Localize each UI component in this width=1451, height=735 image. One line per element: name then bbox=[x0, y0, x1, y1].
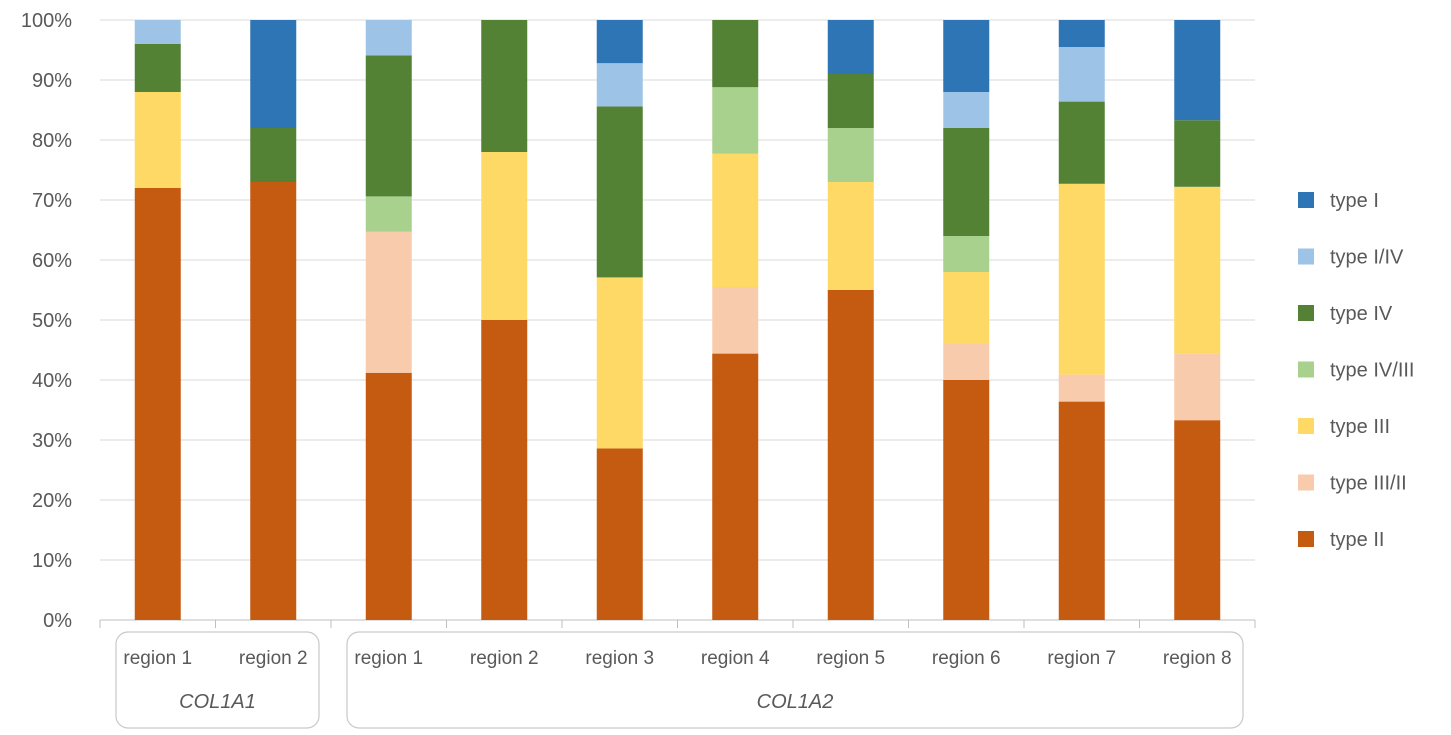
bar-segment-type-iii-ii bbox=[1058, 374, 1105, 402]
x-category-label: region 2 bbox=[470, 648, 539, 669]
bar-segment-type-i-iv bbox=[1058, 47, 1105, 102]
x-category-label: region 4 bbox=[701, 648, 770, 669]
bar-segment-type-ii bbox=[365, 372, 412, 620]
x-category-label: region 3 bbox=[585, 648, 654, 669]
legend-swatch bbox=[1298, 474, 1314, 491]
legend: type I type I/IV type IV type IV/III type II… bbox=[1298, 190, 1414, 551]
bar-segment-type-iv-iii bbox=[365, 196, 412, 232]
bar-segment-type-iv bbox=[1058, 101, 1105, 184]
legend-swatch bbox=[1298, 305, 1314, 321]
bar-segment-type-iii bbox=[827, 182, 874, 290]
y-tick-label: 100% bbox=[21, 10, 72, 32]
bar-segment-type-iv bbox=[134, 44, 181, 92]
legend-swatch bbox=[1298, 192, 1314, 208]
bar-segment-type-iv bbox=[1174, 120, 1221, 187]
y-axis-tick-labels: 0% 10% 20% 30% 40% 50% 60% 70% 80% 90% 100% bbox=[21, 10, 72, 632]
bar-segment-type-ii bbox=[712, 353, 759, 620]
bar-segment-type-ii bbox=[1058, 401, 1105, 620]
legend-label: type III bbox=[1330, 416, 1390, 438]
x-category-label: region 1 bbox=[354, 648, 423, 669]
legend-label: type IV bbox=[1330, 303, 1393, 325]
y-tick-label: 20% bbox=[32, 490, 72, 512]
bar-segment-type-iv bbox=[481, 20, 528, 152]
y-tick-label: 30% bbox=[32, 430, 72, 452]
legend-label: type I/IV bbox=[1330, 247, 1404, 269]
bar-segment-type-iii-ii bbox=[365, 231, 412, 373]
x-axis: region 1 region 2 region 1 region 2 region 3… bbox=[99, 620, 1256, 729]
bar-segment-type-iii-ii bbox=[1174, 353, 1221, 421]
bar-segment-type-i bbox=[827, 20, 874, 74]
bar-segment-type-ii bbox=[943, 380, 990, 620]
bars bbox=[134, 20, 1221, 620]
bar-segment-type-i bbox=[943, 20, 990, 92]
bar-segment-type-iii bbox=[1174, 186, 1221, 354]
y-tick-label: 70% bbox=[32, 190, 72, 212]
bar-segment-type-iv bbox=[712, 20, 759, 88]
y-tick-label: 80% bbox=[32, 130, 72, 152]
y-tick-label: 50% bbox=[32, 310, 72, 332]
bar-segment-type-i-iv bbox=[596, 63, 643, 107]
bar-segment-type-iv-iii bbox=[712, 87, 759, 154]
bar-segment-type-iii-ii bbox=[712, 287, 759, 354]
bar-segment-type-iv-iii bbox=[943, 236, 990, 272]
bar-segment-type-i-iv bbox=[134, 20, 181, 44]
x-category-label: region 6 bbox=[932, 648, 1001, 669]
bar-segment-type-iv bbox=[250, 128, 297, 182]
bar-segment-type-i-iv bbox=[943, 92, 990, 128]
bar-segment-type-iii bbox=[1058, 183, 1105, 375]
x-category-label: region 7 bbox=[1047, 648, 1116, 669]
bar-segment-type-iv-iii bbox=[827, 128, 874, 182]
legend-label: type II bbox=[1330, 529, 1384, 551]
group-label: COL1A1 bbox=[179, 691, 256, 713]
bar-segment-type-iii-ii bbox=[943, 344, 990, 380]
bar-segment-type-ii bbox=[1174, 420, 1221, 620]
y-tick-label: 90% bbox=[32, 70, 72, 92]
bar-segment-type-iii bbox=[943, 272, 990, 344]
bar-segment-type-ii bbox=[134, 188, 181, 620]
bar-segment-type-iv bbox=[827, 74, 874, 128]
bar-segment-type-i bbox=[1058, 20, 1105, 47]
group-box bbox=[115, 631, 320, 729]
legend-swatch bbox=[1298, 361, 1314, 378]
bar-segment-type-iii bbox=[481, 152, 528, 320]
x-category-label: region 1 bbox=[123, 648, 192, 669]
bar-segment-type-ii bbox=[250, 182, 297, 620]
legend-label: type I bbox=[1330, 190, 1379, 212]
group-label: COL1A2 bbox=[757, 691, 834, 713]
bar-segment-type-i bbox=[250, 20, 297, 128]
bar-segment-type-iii bbox=[712, 153, 759, 287]
x-category-label: region 2 bbox=[239, 648, 308, 669]
bar-segment-type-i bbox=[596, 20, 643, 64]
bar-segment-type-iv bbox=[943, 128, 990, 236]
legend-label: type III/II bbox=[1330, 473, 1407, 495]
x-category-label: region 5 bbox=[816, 648, 885, 669]
y-tick-label: 0% bbox=[43, 610, 72, 632]
group-box bbox=[346, 631, 1244, 729]
x-category-label: region 8 bbox=[1163, 648, 1232, 669]
bar-segment-type-iv bbox=[365, 55, 412, 197]
bar-segment-type-ii bbox=[827, 290, 874, 620]
y-tick-label: 10% bbox=[32, 550, 72, 572]
bar-segment-type-iii bbox=[596, 277, 643, 449]
y-tick-label: 40% bbox=[32, 370, 72, 392]
bar-segment-type-iv bbox=[596, 106, 643, 278]
legend-swatch bbox=[1298, 248, 1314, 265]
bar-segment-type-iii bbox=[134, 92, 181, 188]
bar-segment-type-i-iv bbox=[365, 20, 412, 56]
legend-swatch bbox=[1298, 418, 1314, 434]
bar-segment-type-i bbox=[1174, 20, 1221, 121]
bar-segment-type-ii bbox=[596, 448, 643, 620]
y-tick-label: 60% bbox=[32, 250, 72, 272]
legend-swatch bbox=[1298, 531, 1314, 547]
bar-segment-type-ii bbox=[481, 320, 528, 620]
legend-label: type IV/III bbox=[1330, 360, 1414, 382]
